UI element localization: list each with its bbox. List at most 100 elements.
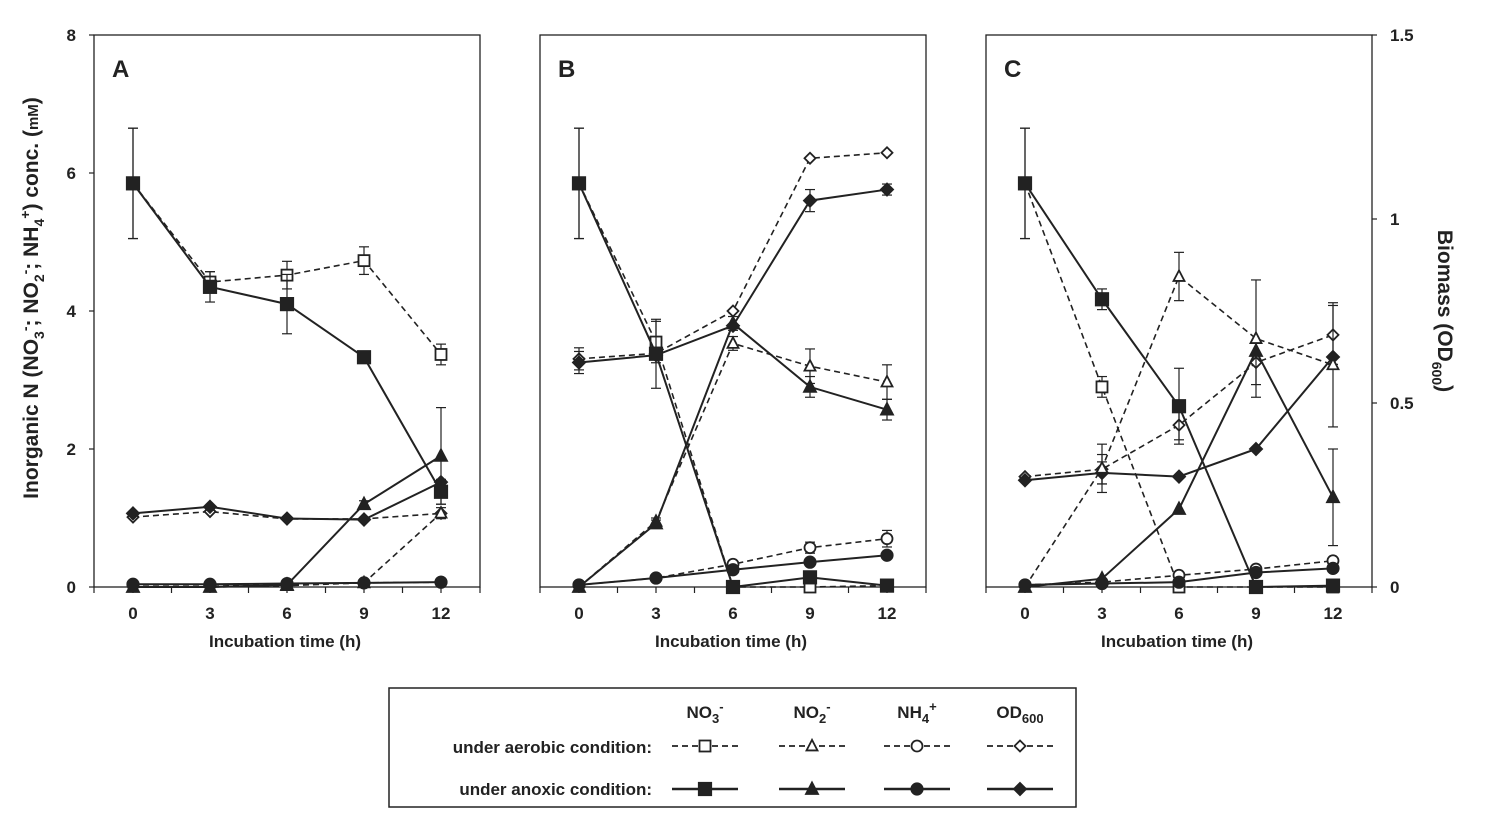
x-tick-label: 3	[651, 604, 660, 623]
series-nh4-anoxic	[126, 575, 448, 591]
y2-tick-label: 0	[1390, 578, 1399, 597]
legend-marker	[910, 739, 924, 753]
data-point	[880, 548, 894, 562]
data-point	[879, 578, 895, 593]
data-point	[648, 346, 664, 361]
series-no3-aerobic	[1018, 127, 1340, 594]
legend-marker	[804, 780, 820, 795]
data-point	[1248, 441, 1264, 457]
legend-sample-diamond-open	[987, 739, 1053, 753]
legend-aerobic-label: under aerobic condition:	[453, 738, 652, 757]
data-point	[1095, 380, 1109, 394]
data-point	[649, 571, 663, 585]
data-point	[1249, 565, 1263, 580]
series-nh4-anoxic	[1018, 561, 1340, 592]
y-tick-label: 2	[67, 440, 76, 459]
series-no3-aerobic	[572, 127, 894, 594]
series-no3-anoxic	[1017, 127, 1341, 595]
y-axis-left: 0 2 4 6 8	[67, 26, 94, 597]
data-point	[125, 506, 141, 521]
data-point	[433, 447, 449, 462]
x-tick-label: 12	[878, 604, 897, 623]
left-axis-title-sub3: 4	[31, 219, 47, 227]
legend-anoxic-label: under anoxic condition:	[459, 780, 652, 799]
left-axis-title-sup3: +	[17, 211, 33, 219]
data-point	[202, 499, 218, 515]
data-point	[726, 304, 740, 318]
data-point	[803, 151, 817, 166]
panel-b: 0 3 6 9 12 Incubation time (h) B	[539, 34, 927, 651]
x-tick-label: 3	[205, 604, 214, 623]
series-line	[578, 182, 888, 589]
data-point	[357, 576, 371, 590]
panel-letter: A	[112, 56, 129, 83]
series-no2-anoxic	[125, 407, 449, 593]
panels: 0 3 6 9 12 Incubation time (h) 0 2 4 6 8 A 0 3 6 9 12 Inc…	[67, 26, 1414, 651]
data-point	[1248, 342, 1264, 357]
legend-marker	[697, 781, 713, 797]
legend-samples	[672, 737, 1053, 797]
legend-sample-triangle-filled	[779, 780, 845, 795]
panel-letter: B	[558, 56, 575, 83]
y2-tick-label: 0.5	[1390, 394, 1414, 413]
data-point	[1326, 356, 1340, 371]
data-point	[880, 532, 894, 546]
panel-c: 0 3 6 9 12 Incubation time (h) 0 0.5 1 1.5 C	[985, 26, 1414, 651]
data-point	[572, 578, 586, 592]
data-point	[802, 570, 818, 585]
data-point	[648, 514, 664, 530]
data-point	[725, 314, 741, 330]
legend-sample-diamond-filled	[987, 781, 1053, 797]
x-axis-title: Incubation time (h)	[209, 632, 361, 651]
data-point	[880, 145, 894, 160]
legend-sample-triangle-open	[779, 737, 845, 752]
data-point	[434, 348, 448, 361]
legend-marker	[910, 782, 924, 796]
x-tick-label: 3	[1097, 604, 1106, 623]
legend-sample-square-open	[672, 739, 738, 753]
right-axis-title: Biomass (OD600)	[1429, 230, 1456, 392]
right-axis-title-sub: 600	[1429, 362, 1445, 386]
x-tick-label: 6	[1174, 604, 1183, 623]
legend: NO3- NO2- NH4+ OD600 under aerobic condi…	[388, 687, 1077, 808]
data-point	[1248, 579, 1264, 595]
legend-marker	[1012, 781, 1028, 797]
data-point	[1095, 576, 1109, 591]
panel-a: 0 3 6 9 12 Incubation time (h) 0 2 4 6 8 A	[67, 26, 481, 651]
series-line	[1024, 334, 1334, 478]
x-tick-label: 9	[805, 604, 814, 623]
left-axis-title-prefix: Inorganic N (NO	[20, 339, 43, 499]
series-line	[578, 342, 888, 588]
panel-letter: C	[1004, 56, 1021, 83]
y-tick-label: 0	[67, 578, 76, 597]
data-point	[1095, 460, 1109, 474]
data-point	[203, 577, 217, 591]
data-point	[280, 576, 294, 591]
y-tick-label: 4	[67, 302, 77, 321]
left-axis-title-close: )	[20, 97, 43, 104]
data-point	[279, 297, 295, 312]
right-axis-title-suffix: )	[1433, 385, 1456, 392]
data-point	[571, 176, 587, 191]
data-point	[803, 541, 817, 555]
x-tick-label: 6	[282, 604, 291, 623]
series-line	[132, 182, 442, 493]
x-tick-label: 9	[359, 604, 368, 623]
series-line	[1024, 275, 1334, 588]
data-point	[1172, 575, 1186, 589]
x-tick-label: 6	[728, 604, 737, 623]
data-point	[1326, 561, 1340, 575]
data-point	[1017, 472, 1033, 488]
left-axis-title-sub2: 2	[31, 274, 47, 282]
data-point	[1249, 330, 1263, 344]
legend-header-no3: NO3-	[686, 699, 723, 726]
legend-sample-circle-open	[884, 739, 950, 753]
x-tick-label: 12	[432, 604, 451, 623]
data-point	[1171, 469, 1187, 484]
data-point	[879, 182, 895, 197]
y2-tick-label: 1.5	[1390, 26, 1414, 45]
data-point	[356, 350, 372, 365]
data-point	[126, 577, 140, 591]
data-point	[1017, 176, 1033, 191]
data-point	[357, 254, 371, 268]
